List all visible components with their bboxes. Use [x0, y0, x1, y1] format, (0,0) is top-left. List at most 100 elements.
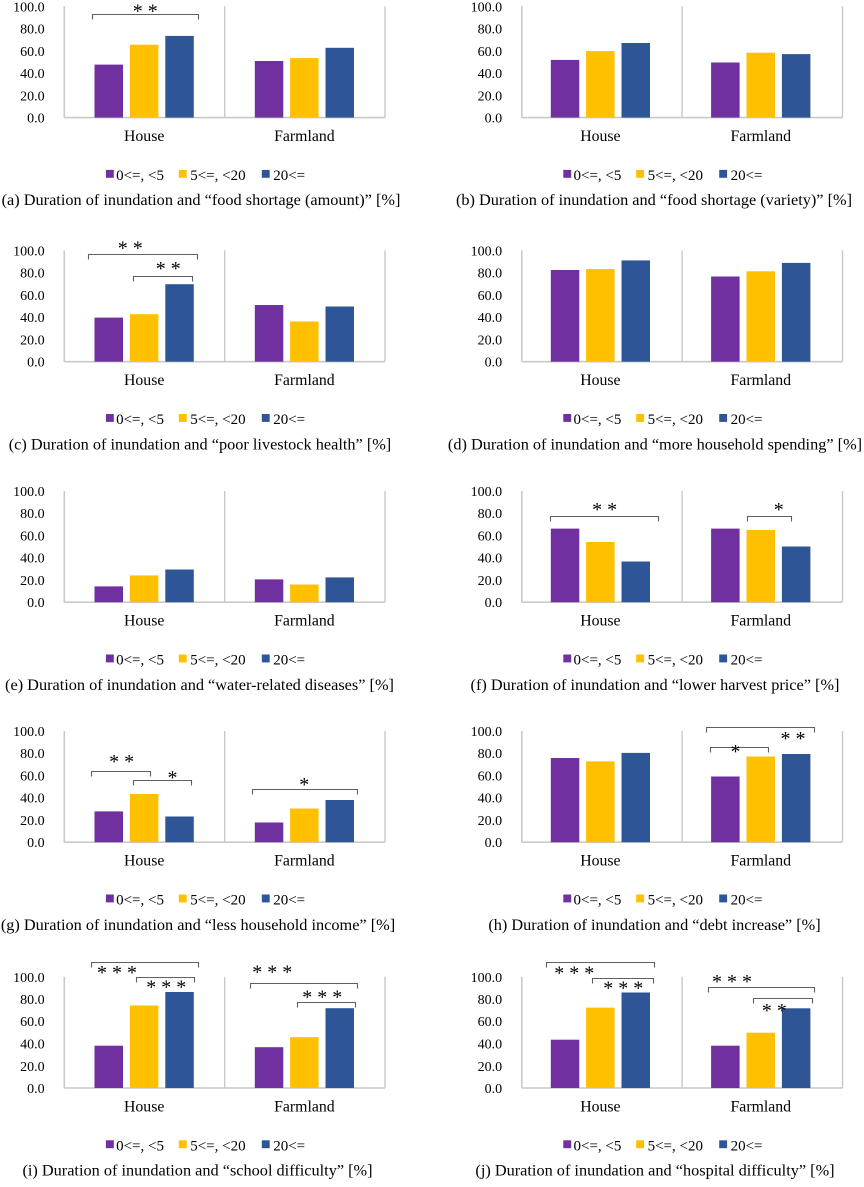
- svg-text:5<=, <20: 5<=, <20: [190, 412, 245, 428]
- svg-text:80.0: 80.0: [20, 267, 45, 282]
- svg-text:0<=, <5: 0<=, <5: [116, 412, 164, 428]
- svg-text:0.0: 0.0: [485, 112, 503, 127]
- svg-text:House: House: [124, 128, 164, 145]
- svg-text:100.0: 100.0: [13, 244, 45, 259]
- svg-text:0<=, <5: 0<=, <5: [116, 168, 164, 184]
- svg-text:* * *: * * *: [146, 977, 186, 999]
- svg-text:(c) Duration of inundation and: (c) Duration of inundation and “poor liv…: [9, 434, 391, 453]
- svg-text:40.0: 40.0: [20, 1038, 45, 1053]
- svg-text:20.0: 20.0: [478, 1060, 503, 1075]
- svg-text:* *: * *: [118, 238, 143, 260]
- svg-text:40.0: 40.0: [20, 67, 45, 82]
- svg-text:House: House: [124, 853, 164, 870]
- svg-text:* *: * *: [133, 1, 158, 23]
- svg-text:20.0: 20.0: [20, 814, 45, 829]
- svg-text:(f) Duration of inundation and: (f) Duration of inundation and “lower ha…: [471, 675, 840, 694]
- svg-text:0<=, <5: 0<=, <5: [116, 893, 164, 909]
- svg-text:* *: * *: [156, 258, 181, 280]
- svg-text:(i) Duration of inundation and: (i) Duration of inundation and “school d…: [22, 1161, 372, 1180]
- svg-text:0<=, <5: 0<=, <5: [574, 893, 622, 909]
- svg-text:5<=, <20: 5<=, <20: [190, 893, 245, 909]
- svg-text:5<=, <20: 5<=, <20: [648, 412, 703, 428]
- svg-text:20<=: 20<=: [731, 653, 763, 669]
- svg-text:100.0: 100.0: [13, 485, 45, 500]
- svg-text:40.0: 40.0: [20, 792, 45, 807]
- svg-text:80.0: 80.0: [478, 507, 503, 522]
- svg-text:100.0: 100.0: [13, 971, 45, 986]
- svg-text:100.0: 100.0: [471, 725, 503, 740]
- svg-text:40.0: 40.0: [20, 552, 45, 567]
- svg-text:20<=: 20<=: [273, 653, 305, 669]
- svg-text:60.0: 60.0: [20, 530, 45, 545]
- svg-text:20.0: 20.0: [478, 574, 503, 589]
- svg-text:0.0: 0.0: [27, 596, 45, 611]
- svg-text:5<=, <20: 5<=, <20: [190, 653, 245, 669]
- svg-text:0<=, <5: 0<=, <5: [574, 653, 622, 669]
- svg-text:Farmland: Farmland: [274, 613, 335, 630]
- svg-text:100.0: 100.0: [13, 725, 45, 740]
- svg-text:60.0: 60.0: [20, 1015, 45, 1030]
- svg-text:80.0: 80.0: [20, 993, 45, 1008]
- svg-text:* * *: * * *: [252, 962, 292, 984]
- svg-text:5<=, <20: 5<=, <20: [648, 168, 703, 184]
- svg-text:100.0: 100.0: [471, 0, 503, 15]
- svg-text:0<=, <5: 0<=, <5: [574, 168, 622, 184]
- svg-text:Farmland: Farmland: [731, 1098, 792, 1115]
- svg-text:20<=: 20<=: [731, 412, 763, 428]
- svg-text:(a) Duration of inundation and: (a) Duration of inundation and “food sho…: [2, 190, 401, 209]
- svg-text:20<=: 20<=: [731, 168, 763, 184]
- svg-text:* * *: * * *: [554, 962, 594, 984]
- svg-text:20<=: 20<=: [273, 893, 305, 909]
- svg-text:0.0: 0.0: [27, 112, 45, 127]
- svg-text:80.0: 80.0: [478, 747, 503, 762]
- svg-text:60.0: 60.0: [478, 770, 503, 785]
- svg-text:House: House: [580, 853, 620, 870]
- svg-text:Farmland: Farmland: [731, 613, 792, 630]
- svg-text:60.0: 60.0: [478, 289, 503, 304]
- svg-text:60.0: 60.0: [478, 1015, 503, 1030]
- svg-text:20.0: 20.0: [20, 574, 45, 589]
- svg-text:20<=: 20<=: [273, 412, 305, 428]
- svg-text:(g) Duration of inundation and: (g) Duration of inundation and “less hou…: [1, 915, 395, 934]
- svg-text:100.0: 100.0: [13, 0, 45, 15]
- svg-text:0.0: 0.0: [485, 596, 503, 611]
- svg-text:Farmland: Farmland: [274, 372, 335, 389]
- svg-text:20.0: 20.0: [20, 333, 45, 348]
- svg-text:20<=: 20<=: [731, 893, 763, 909]
- svg-text:House: House: [124, 1098, 164, 1115]
- svg-text:20.0: 20.0: [20, 89, 45, 104]
- svg-text:0<=, <5: 0<=, <5: [574, 412, 622, 428]
- svg-text:Farmland: Farmland: [731, 128, 792, 145]
- svg-text:0.0: 0.0: [485, 356, 503, 371]
- svg-text:0.0: 0.0: [27, 1082, 45, 1097]
- svg-text:80.0: 80.0: [478, 23, 503, 38]
- svg-text:20.0: 20.0: [478, 333, 503, 348]
- svg-text:0.0: 0.0: [485, 836, 503, 851]
- svg-text:20.0: 20.0: [478, 89, 503, 104]
- svg-text:0.0: 0.0: [27, 836, 45, 851]
- svg-text:*: *: [774, 499, 784, 521]
- svg-text:5<=, <20: 5<=, <20: [648, 653, 703, 669]
- svg-text:5<=, <20: 5<=, <20: [648, 893, 703, 909]
- svg-text:20<=: 20<=: [273, 168, 305, 184]
- svg-text:20<=: 20<=: [731, 1138, 763, 1154]
- svg-text:(h) Duration of inundation and: (h) Duration of inundation and “debt inc…: [488, 915, 820, 934]
- svg-text:(b) Duration of inundation and: (b) Duration of inundation and “food sho…: [456, 190, 852, 209]
- svg-text:40.0: 40.0: [478, 311, 503, 326]
- svg-text:60.0: 60.0: [20, 770, 45, 785]
- svg-text:80.0: 80.0: [20, 747, 45, 762]
- svg-text:(d) Duration of inundation and: (d) Duration of inundation and “more hou…: [448, 434, 862, 453]
- svg-text:Farmland: Farmland: [274, 1098, 335, 1115]
- svg-text:* * *: * * *: [712, 971, 752, 993]
- svg-text:100.0: 100.0: [471, 485, 503, 500]
- svg-text:80.0: 80.0: [20, 507, 45, 522]
- svg-text:*: *: [168, 767, 178, 789]
- svg-text:* *: * *: [762, 1000, 787, 1022]
- svg-text:20.0: 20.0: [478, 814, 503, 829]
- svg-text:House: House: [124, 372, 164, 389]
- svg-text:100.0: 100.0: [471, 244, 503, 259]
- svg-text:* * *: * * *: [97, 962, 137, 984]
- svg-text:0.0: 0.0: [27, 356, 45, 371]
- svg-text:0<=, <5: 0<=, <5: [116, 1138, 164, 1154]
- svg-text:*: *: [731, 741, 741, 763]
